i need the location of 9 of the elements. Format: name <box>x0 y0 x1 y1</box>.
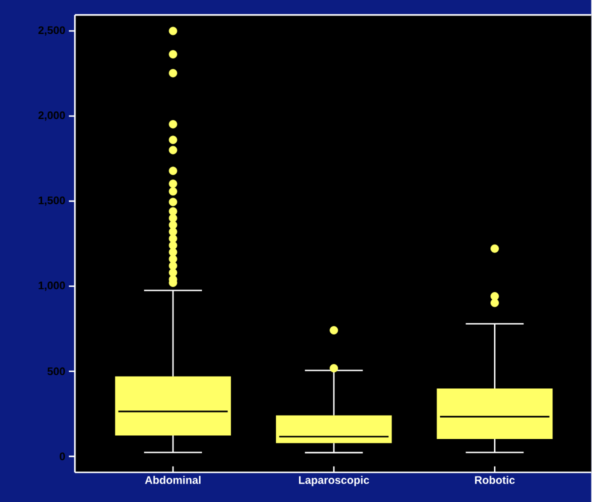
y-tick-label: 2,000 <box>38 111 65 121</box>
y-tick-label: 0 <box>60 452 65 460</box>
x-tick-label: Robotic <box>475 476 515 484</box>
y-tick-label: 2,500 <box>38 26 65 36</box>
y-tick-label: 1,500 <box>38 196 65 206</box>
x-tick-label: Abdominal <box>145 476 201 484</box>
x-tick-label: Laparoscopic <box>299 476 370 486</box>
y-tick-label: 500 <box>47 367 65 376</box>
y-tick-label: 1,000 <box>38 281 65 291</box>
